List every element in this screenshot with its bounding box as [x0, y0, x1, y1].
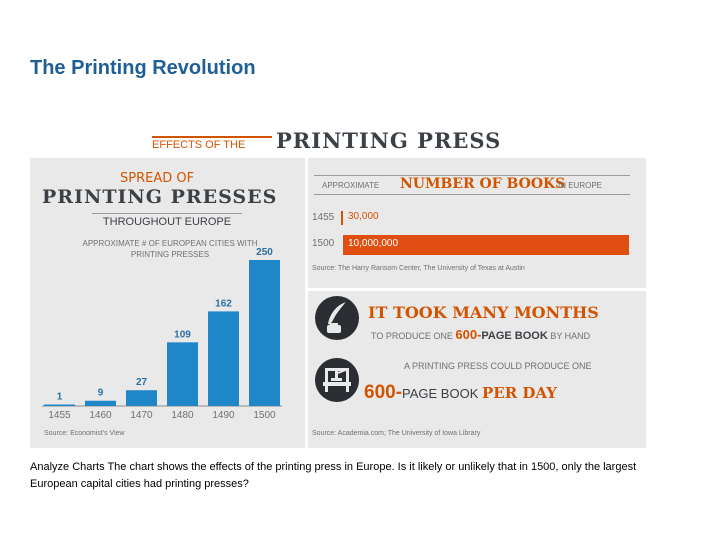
- perday-line2: 600-PAGE BOOK PER DAY: [364, 382, 557, 404]
- book-value-label-1500: 10,000,000: [348, 238, 399, 249]
- bar-value-label-1480: 109: [174, 329, 191, 340]
- book-bar-1500: [343, 235, 629, 255]
- spread-ylabel: APPROXIMATE # OF EUROPEAN CITIES WITH PR…: [82, 239, 258, 259]
- bar-value-label-1460: 9: [98, 388, 104, 399]
- spread-title-line2: PRINTING PRESSES: [42, 186, 278, 208]
- perday-source: Source: Academia.com; The University of …: [312, 430, 481, 437]
- spread-title-line3: THROUGHOUT EUROPE: [92, 213, 242, 228]
- section-divider: [308, 288, 646, 291]
- printing-press-icon: [315, 358, 359, 402]
- bar-1455: [44, 404, 75, 406]
- heading-small: EFFECTS OF THE: [152, 136, 272, 151]
- book-year-1455: 1455: [312, 212, 335, 223]
- quill-inkwell-icon: [315, 296, 359, 340]
- perday-text-a: 600-: [364, 382, 403, 403]
- slide-caption: Analyze Charts The chart shows the effec…: [30, 461, 637, 490]
- panel-divider: [305, 158, 308, 448]
- bar-value-label-1470: 27: [136, 377, 148, 388]
- months-text-a: TO PRODUCE ONE: [371, 331, 456, 341]
- months-text-b: 600-: [455, 327, 482, 342]
- bar-1460: [85, 400, 116, 406]
- spread-title-line1: SPREAD OF: [120, 171, 195, 186]
- tick-label-1500: 1500: [253, 410, 276, 421]
- books-header-europe: IN EUROPE: [558, 181, 603, 190]
- infographic-panel: SPREAD OF PRINTING PRESSES THROUGHOUT EU…: [30, 158, 646, 448]
- bar-value-label-1455: 1: [57, 392, 63, 403]
- book-bar-1455: [341, 211, 343, 225]
- books-source: Source: The Harry Ransom Center, The Uni…: [312, 265, 525, 272]
- bar-1480: [167, 342, 198, 406]
- months-subline: TO PRODUCE ONE 600-PAGE BOOK BY HAND: [371, 327, 590, 342]
- books-header-approx: APPROXIMATE: [322, 181, 380, 190]
- tick-label-1460: 1460: [89, 410, 112, 421]
- book-year-1500: 1500: [312, 238, 335, 249]
- tick-label-1455: 1455: [48, 410, 71, 421]
- months-text-c: PAGE BOOK: [481, 330, 548, 342]
- book-value-label-1455: 30,000: [348, 211, 379, 222]
- perday-text-c: PER DAY: [481, 384, 557, 402]
- heading-big: PRINTING PRESS: [276, 128, 502, 153]
- bar-1490: [208, 311, 239, 406]
- printing-press-bar-chart: 1 1455 9 1460 27 1470 109 1480 162 1490 250 1500: [42, 247, 282, 421]
- bar-1470: [126, 390, 157, 406]
- books-header-title: NUMBER OF BOOKS: [400, 176, 566, 192]
- months-headline: IT TOOK MANY MONTHS: [368, 303, 599, 322]
- perday-line1: A PRINTING PRESS COULD PRODUCE ONE: [404, 361, 592, 371]
- tick-label-1480: 1480: [171, 410, 194, 421]
- slide-title: The Printing Revolution: [30, 57, 256, 79]
- tick-label-1470: 1470: [130, 410, 153, 421]
- bar-1500: [249, 260, 280, 406]
- spread-source: Source: Economist's View: [44, 430, 125, 437]
- books-header: APPROXIMATE NUMBER OF BOOKS IN EUROPE: [314, 175, 630, 195]
- perday-text-b: PAGE BOOK: [402, 386, 482, 401]
- tick-label-1490: 1490: [212, 410, 235, 421]
- bar-value-label-1490: 162: [215, 298, 232, 309]
- months-text-d: BY HAND: [547, 331, 591, 341]
- bar-value-label-1500: 250: [256, 247, 273, 258]
